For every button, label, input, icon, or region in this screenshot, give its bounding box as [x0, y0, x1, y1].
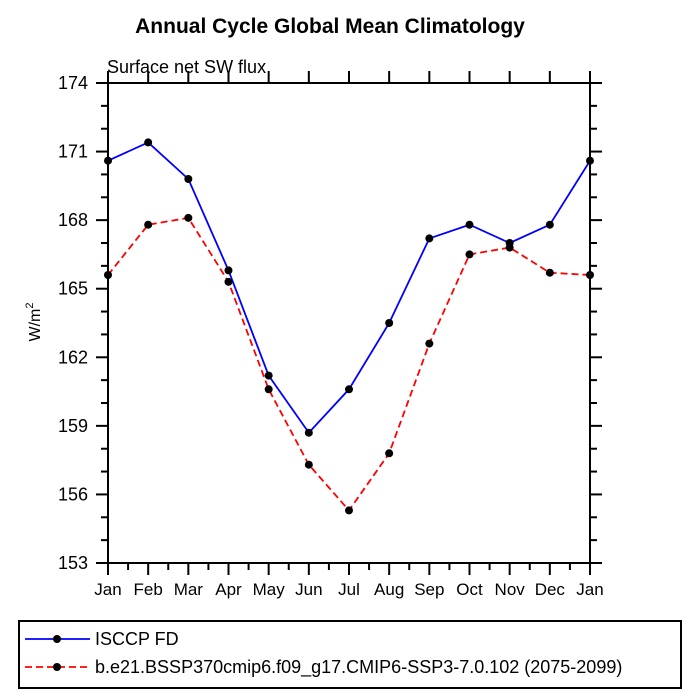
data-point-marker — [545, 268, 554, 277]
data-point-marker — [144, 220, 153, 229]
y-tick-label: 165 — [58, 279, 88, 299]
y-tick-label: 153 — [58, 553, 88, 573]
y-tick-label: 168 — [58, 210, 88, 230]
x-tick-label: Nov — [495, 580, 526, 599]
data-point-marker — [224, 277, 233, 286]
x-tick-label: Dec — [535, 580, 566, 599]
x-tick-label: Sep — [414, 580, 444, 599]
data-point-marker — [144, 138, 153, 147]
data-series — [104, 138, 594, 515]
data-point-marker — [545, 220, 554, 229]
data-point-marker — [184, 213, 193, 222]
data-point-marker — [465, 250, 474, 259]
y-axis-label-superscript: 2 — [24, 303, 36, 309]
data-point-marker — [304, 428, 313, 437]
data-point-marker — [465, 220, 474, 229]
y-tick-label: 174 — [58, 73, 88, 93]
x-tick-label: Jan — [576, 580, 603, 599]
data-point-marker — [104, 271, 112, 279]
x-tick-label: Mar — [174, 580, 204, 599]
x-tick-label: Oct — [456, 580, 483, 599]
data-point-marker — [425, 234, 434, 243]
x-tick-label: Jul — [338, 580, 360, 599]
x-tick-label: Apr — [215, 580, 242, 599]
data-point-marker — [425, 339, 434, 348]
y-tick-label: 156 — [58, 484, 88, 504]
y-tick-label: 162 — [58, 347, 88, 367]
legend-marker-isccp — [53, 635, 61, 643]
data-point-marker — [304, 460, 313, 469]
x-tick-label: Jan — [94, 580, 121, 599]
y-tick-label: 171 — [58, 142, 88, 162]
legend-box — [18, 620, 682, 689]
data-point-marker — [345, 385, 353, 394]
x-tick-label: Feb — [134, 580, 163, 599]
data-point-marker — [385, 449, 394, 458]
legend-marker-model — [53, 663, 61, 671]
chart-subtitle: Surface net SW flux — [107, 57, 266, 77]
legend-label-isccp: ISCCP FD — [95, 629, 179, 649]
y-tick-label: 159 — [58, 416, 88, 436]
y-axis-label: W/m2 — [24, 303, 44, 342]
data-point-marker — [224, 266, 233, 275]
data-point-marker — [264, 371, 273, 380]
y-axis-label-main: W/m — [27, 309, 44, 342]
data-point-marker — [264, 385, 273, 394]
x-tick-label: Aug — [374, 580, 404, 599]
data-point-marker — [586, 156, 594, 165]
data-point-marker — [184, 175, 193, 183]
data-point-marker — [104, 156, 112, 165]
data-point-marker — [385, 319, 394, 327]
x-tick-label: Jun — [295, 580, 322, 599]
axes: 153 156 159 162 165 168 171 174 Jan Feb Mar Apr May J… — [58, 71, 604, 599]
legend: ISCCP FD b.e21.BSSP370cmip6.f09_g17.CMIP… — [18, 620, 682, 689]
series-line-1 — [107, 216, 591, 512]
chart-title: Annual Cycle Global Mean Climatology — [135, 15, 525, 38]
data-point-marker — [586, 271, 594, 279]
x-tick-label: May — [253, 580, 286, 599]
legend-label-model: b.e21.BSSP370cmip6.f09_g17.CMIP6-SSP3-7.… — [95, 657, 622, 678]
data-point-marker — [345, 506, 353, 515]
data-point-marker — [505, 243, 514, 252]
